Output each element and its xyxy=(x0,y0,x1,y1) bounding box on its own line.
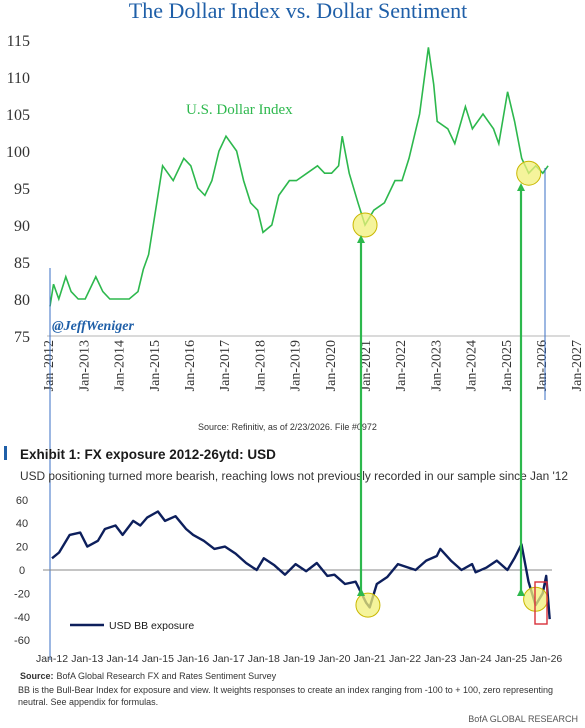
bottom-highlight-circles xyxy=(356,587,548,617)
bottom-x-tick-label: Jan-19 xyxy=(283,653,315,665)
bottom-source-label: Source: xyxy=(20,671,54,681)
top-x-tick-label: Jan-2025 xyxy=(500,340,515,391)
top-y-tick-label: 75 xyxy=(14,329,30,346)
top-y-tick-label: 115 xyxy=(7,33,30,50)
brand-footer: BofA GLOBAL RESEARCH xyxy=(468,714,578,724)
top-x-tick-label: Jan-2016 xyxy=(183,340,198,391)
bottom-note: BB is the Bull-Bear Index for exposure a… xyxy=(18,684,566,708)
bottom-y-tick-label: 0 xyxy=(19,565,25,577)
bottom-source-text: BofA Global Research FX and Rates Sentim… xyxy=(57,671,277,681)
top-x-tick-label: Jan-2026 xyxy=(535,340,550,391)
bottom-x-tick-label: Jan-15 xyxy=(142,653,174,665)
top-highlight-circle xyxy=(353,213,377,237)
bottom-legend: USD BB exposure xyxy=(70,620,194,632)
top-highlight-circle xyxy=(517,161,541,185)
watermark-handle: @JeffWeniger xyxy=(52,319,134,334)
bottom-x-tick-label: Jan-22 xyxy=(389,653,421,665)
bottom-x-tick-label: Jan-14 xyxy=(107,653,139,665)
top-y-tick-label: 100 xyxy=(6,144,30,161)
top-y-tick-label: 80 xyxy=(14,292,30,309)
top-y-tick-labels: 75 80 85 90 95 100 105 110 115 xyxy=(6,33,30,346)
top-y-tick-label: 105 xyxy=(6,107,30,124)
bottom-x-tick-label: Jan-12 xyxy=(36,653,68,665)
bottom-y-tick-label: 20 xyxy=(16,542,28,554)
exhibit-subtitle: USD positioning turned more bearish, rea… xyxy=(20,469,568,483)
top-x-tick-label: Jan-2018 xyxy=(253,340,268,391)
top-y-tick-label: 95 xyxy=(14,181,30,198)
bottom-x-tick-label: Jan-17 xyxy=(212,653,244,665)
bottom-y-tick-label: -60 xyxy=(14,635,30,647)
top-x-tick-label: Jan-2020 xyxy=(324,340,339,391)
top-highlight-circles xyxy=(353,161,541,237)
bottom-x-tick-label: Jan-20 xyxy=(318,653,350,665)
top-x-tick-label: Jan-2027 xyxy=(570,340,585,391)
top-x-tick-label: Jan-2013 xyxy=(77,340,92,391)
top-x-tick-label: Jan-2014 xyxy=(113,340,128,391)
bottom-x-tick-label: Jan-16 xyxy=(177,653,209,665)
bottom-y-tick-labels: 60 40 20 0 -20 -40 -60 xyxy=(14,495,30,647)
dxy-series-line xyxy=(50,47,548,306)
bottom-y-tick-label: 60 xyxy=(16,495,28,507)
top-x-tick-labels: Jan-2012 Jan-2013 Jan-2014 Jan-2015 Jan-2016… xyxy=(42,340,585,391)
bottom-x-tick-label: Jan-23 xyxy=(424,653,456,665)
bottom-note-wrapper: BB is the Bull-Bear Index for exposure a… xyxy=(18,684,566,710)
legend-label: USD BB exposure xyxy=(109,620,194,632)
top-y-tick-label: 110 xyxy=(7,70,30,87)
bottom-x-tick-label: Jan-13 xyxy=(71,653,103,665)
exhibit-accent-bar xyxy=(4,446,7,460)
top-x-tick-label: Jan-2023 xyxy=(429,340,444,391)
bottom-y-tick-label: -40 xyxy=(14,612,30,624)
top-x-tick-label: Jan-2022 xyxy=(394,340,409,391)
exhibit-title: Exhibit 1: FX exposure 2012-26ytd: USD xyxy=(20,447,276,462)
top-source-note: Source: Refinitiv, as of 2/23/2026. File… xyxy=(198,422,377,432)
bottom-highlight-circle xyxy=(356,593,380,617)
top-x-tick-label: Jan-2024 xyxy=(465,340,480,391)
bottom-x-tick-label: Jan-21 xyxy=(354,653,386,665)
bottom-x-tick-label: Jan-18 xyxy=(248,653,280,665)
bottom-x-tick-label: Jan-26 xyxy=(530,653,562,665)
bottom-x-tick-label: Jan-25 xyxy=(495,653,527,665)
bottom-y-tick-label: 40 xyxy=(16,518,28,530)
page-title: The Dollar Index vs. Dollar Sentiment xyxy=(129,0,467,23)
usd-bb-series-line xyxy=(52,512,550,620)
top-x-tick-label: Jan-2015 xyxy=(148,340,163,391)
top-y-tick-label: 90 xyxy=(14,218,30,235)
bottom-source: Source: BofA Global Research FX and Rates… xyxy=(20,671,277,681)
bottom-y-tick-label: -20 xyxy=(14,588,30,600)
top-x-tick-label: Jan-2019 xyxy=(289,340,304,391)
bottom-x-tick-labels: Jan-12 Jan-13 Jan-14 Jan-15 Jan-16 Jan-17 Jan-… xyxy=(36,653,562,665)
top-x-tick-label: Jan-2017 xyxy=(218,340,233,391)
dxy-series-label: U.S. Dollar Index xyxy=(186,102,293,118)
bottom-x-tick-label: Jan-24 xyxy=(460,653,492,665)
top-y-tick-label: 85 xyxy=(14,255,30,272)
